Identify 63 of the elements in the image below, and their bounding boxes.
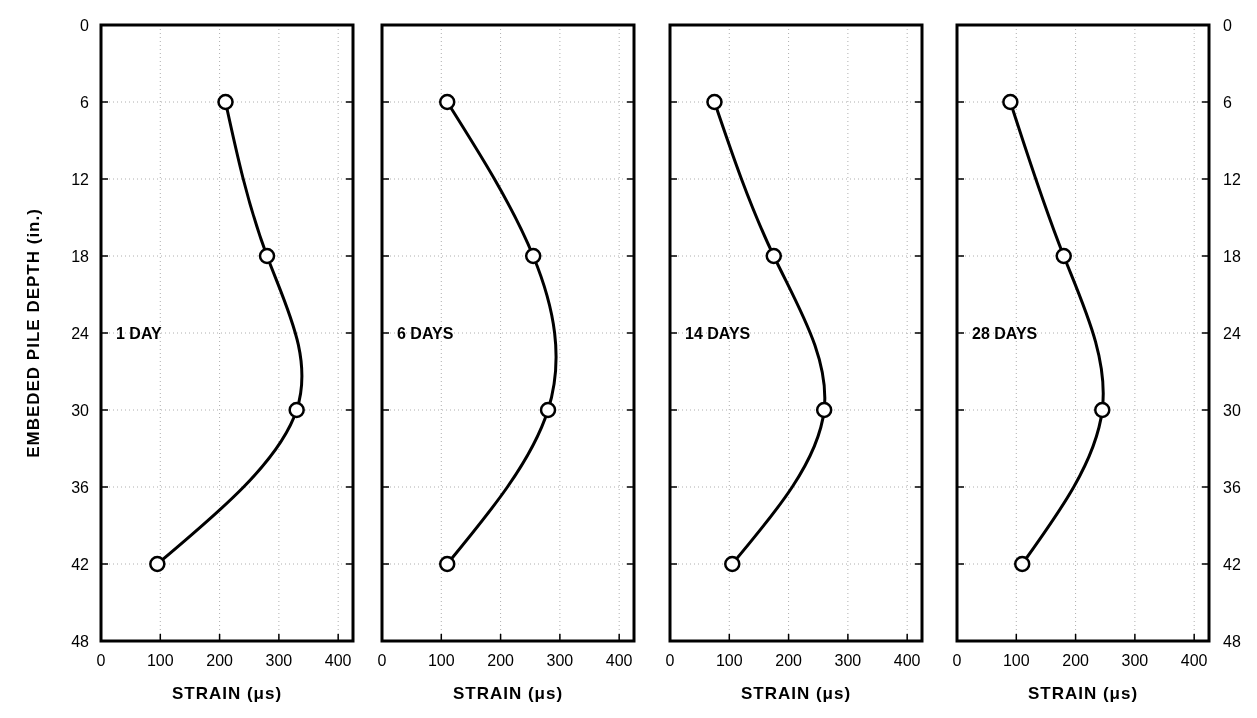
point: [438, 555, 456, 573]
x-tick-label: 400: [893, 652, 921, 669]
x-tick-label: 100: [146, 652, 174, 669]
y-tick-label: 0: [1223, 17, 1232, 34]
y-tick-label: 36: [71, 479, 90, 496]
x-tick-label: 0: [665, 652, 675, 669]
x-tick-label: 0: [377, 652, 387, 669]
x-tick-label: 200: [206, 652, 234, 669]
x-axis-title: STRAIN (μs): [1027, 684, 1139, 703]
y-tick-label: 12: [71, 171, 90, 188]
y-tick-label: 0: [80, 17, 90, 34]
x-tick-label: 200: [487, 652, 515, 669]
y-tick-label: 48: [71, 633, 90, 650]
x-tick-label: 200: [775, 652, 803, 669]
y-tick-label: 30: [1223, 402, 1241, 419]
y-tick-label: 42: [71, 556, 90, 573]
point: [1013, 555, 1031, 573]
x-axis-title: STRAIN (μs): [740, 684, 852, 703]
y-tick-label: 24: [1223, 325, 1241, 342]
x-tick-label: 400: [605, 652, 633, 669]
x-tick-label: 400: [1180, 652, 1208, 669]
annotation: 14 DAYS: [685, 325, 751, 342]
x-tick-label: 0: [96, 652, 106, 669]
y-tick-label: 30: [71, 402, 90, 419]
point: [438, 93, 456, 111]
y-axis-title: EMBEDED PILE DEPTH (in.): [24, 208, 43, 458]
y-tick-label: 36: [1223, 479, 1241, 496]
x-tick-label: 300: [1121, 652, 1149, 669]
x-tick-label: 200: [1062, 652, 1090, 669]
annotation: 28 DAYS: [972, 325, 1038, 342]
point: [1094, 401, 1111, 419]
point: [1055, 247, 1072, 265]
annotation: 6 DAYS: [397, 325, 454, 342]
x-axis-title: STRAIN (μs): [171, 684, 283, 703]
point: [706, 93, 723, 111]
point: [149, 555, 166, 573]
y-tick-label: 24: [71, 325, 90, 342]
y-tick-label: 12: [1223, 171, 1241, 188]
y-tick-label: 18: [1223, 248, 1241, 265]
point: [288, 401, 305, 419]
x-tick-label: 0: [952, 652, 962, 669]
x-tick-label: 100: [715, 652, 743, 669]
y-tick-label: 6: [1223, 94, 1232, 111]
y-tick-label: 18: [71, 248, 90, 265]
x-tick-label: 300: [265, 652, 293, 669]
x-tick-label: 400: [324, 652, 352, 669]
y-tick-label: 42: [1223, 556, 1241, 573]
x-tick-label: 300: [834, 652, 862, 669]
point: [539, 401, 557, 419]
annotation: 1 DAY: [116, 325, 162, 342]
x-axis-title: STRAIN (μs): [452, 684, 564, 703]
x-tick-label: 100: [427, 652, 455, 669]
point: [258, 247, 276, 265]
point: [724, 555, 741, 573]
x-tick-label: 300: [546, 652, 574, 669]
point: [1002, 93, 1019, 111]
y-tick-label: 6: [80, 94, 90, 111]
point: [765, 247, 783, 265]
x-tick-label: 100: [1002, 652, 1030, 669]
point: [217, 93, 234, 111]
point: [524, 247, 542, 265]
y-tick-label: 48: [1223, 633, 1241, 650]
point: [815, 401, 833, 419]
